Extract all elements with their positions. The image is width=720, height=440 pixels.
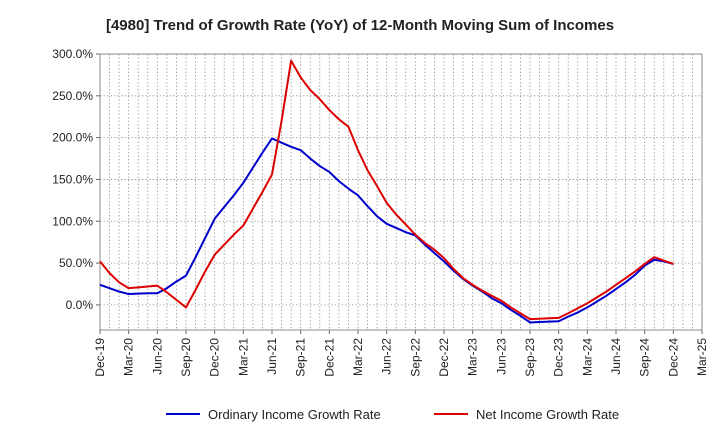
- x-tick-label: Mar-22: [351, 338, 365, 376]
- x-tick-label: Jun-24: [609, 338, 623, 375]
- chart-title: [4980] Trend of Growth Rate (YoY) of 12-…: [106, 17, 614, 34]
- x-tick-label: Sep-20: [179, 338, 193, 377]
- y-tick-label: 200.0%: [52, 131, 93, 145]
- y-tick-label: 0.0%: [66, 298, 94, 312]
- y-tick-label: 300.0%: [52, 47, 93, 61]
- x-tick-label: Sep-22: [408, 338, 422, 377]
- x-tick-label: Dec-23: [552, 338, 566, 377]
- x-tick-label: Dec-24: [666, 338, 680, 377]
- x-tick-label: Jun-23: [494, 338, 508, 375]
- x-tick-label: Jun-21: [265, 338, 279, 375]
- legend: Ordinary Income Growth Rate Net Income Gr…: [166, 407, 619, 422]
- x-axis-ticks: Dec-19 Mar-20 Jun-20 Sep-20 Dec-20 Mar-21 Jun-…: [93, 330, 709, 377]
- x-tick-label: Mar-20: [122, 338, 136, 376]
- y-axis-ticks: 0.0% 50.0% 100.0% 150.0% 200.0% 250.0% 300.0%: [52, 47, 100, 312]
- x-tick-label: Dec-21: [322, 338, 336, 377]
- x-tick-label: Mar-23: [466, 338, 480, 376]
- x-tick-label: Jun-22: [380, 338, 394, 375]
- plot-area-frame: [99, 53, 703, 331]
- x-tick-label: Jun-20: [150, 338, 164, 375]
- x-tick-label: Sep-24: [638, 338, 652, 377]
- x-tick-label: Dec-19: [93, 338, 107, 377]
- y-tick-label: 50.0%: [59, 256, 93, 270]
- x-tick-label: Sep-21: [294, 338, 308, 377]
- legend-label: Ordinary Income Growth Rate: [208, 407, 381, 422]
- series-line: [99, 59, 674, 321]
- x-tick-label: Mar-25: [695, 338, 709, 376]
- x-tick-label: Dec-22: [437, 338, 451, 377]
- x-tick-label: Mar-24: [580, 338, 594, 376]
- series-lines: [99, 59, 674, 324]
- y-tick-label: 100.0%: [52, 214, 93, 228]
- x-tick-label: Mar-21: [236, 338, 250, 376]
- x-tick-label: Sep-23: [523, 338, 537, 377]
- y-tick-label: 150.0%: [52, 172, 93, 186]
- series-line: [99, 137, 674, 324]
- x-tick-label: Dec-20: [208, 338, 222, 377]
- y-tick-label: 250.0%: [52, 89, 93, 103]
- legend-label: Net Income Growth Rate: [476, 407, 619, 422]
